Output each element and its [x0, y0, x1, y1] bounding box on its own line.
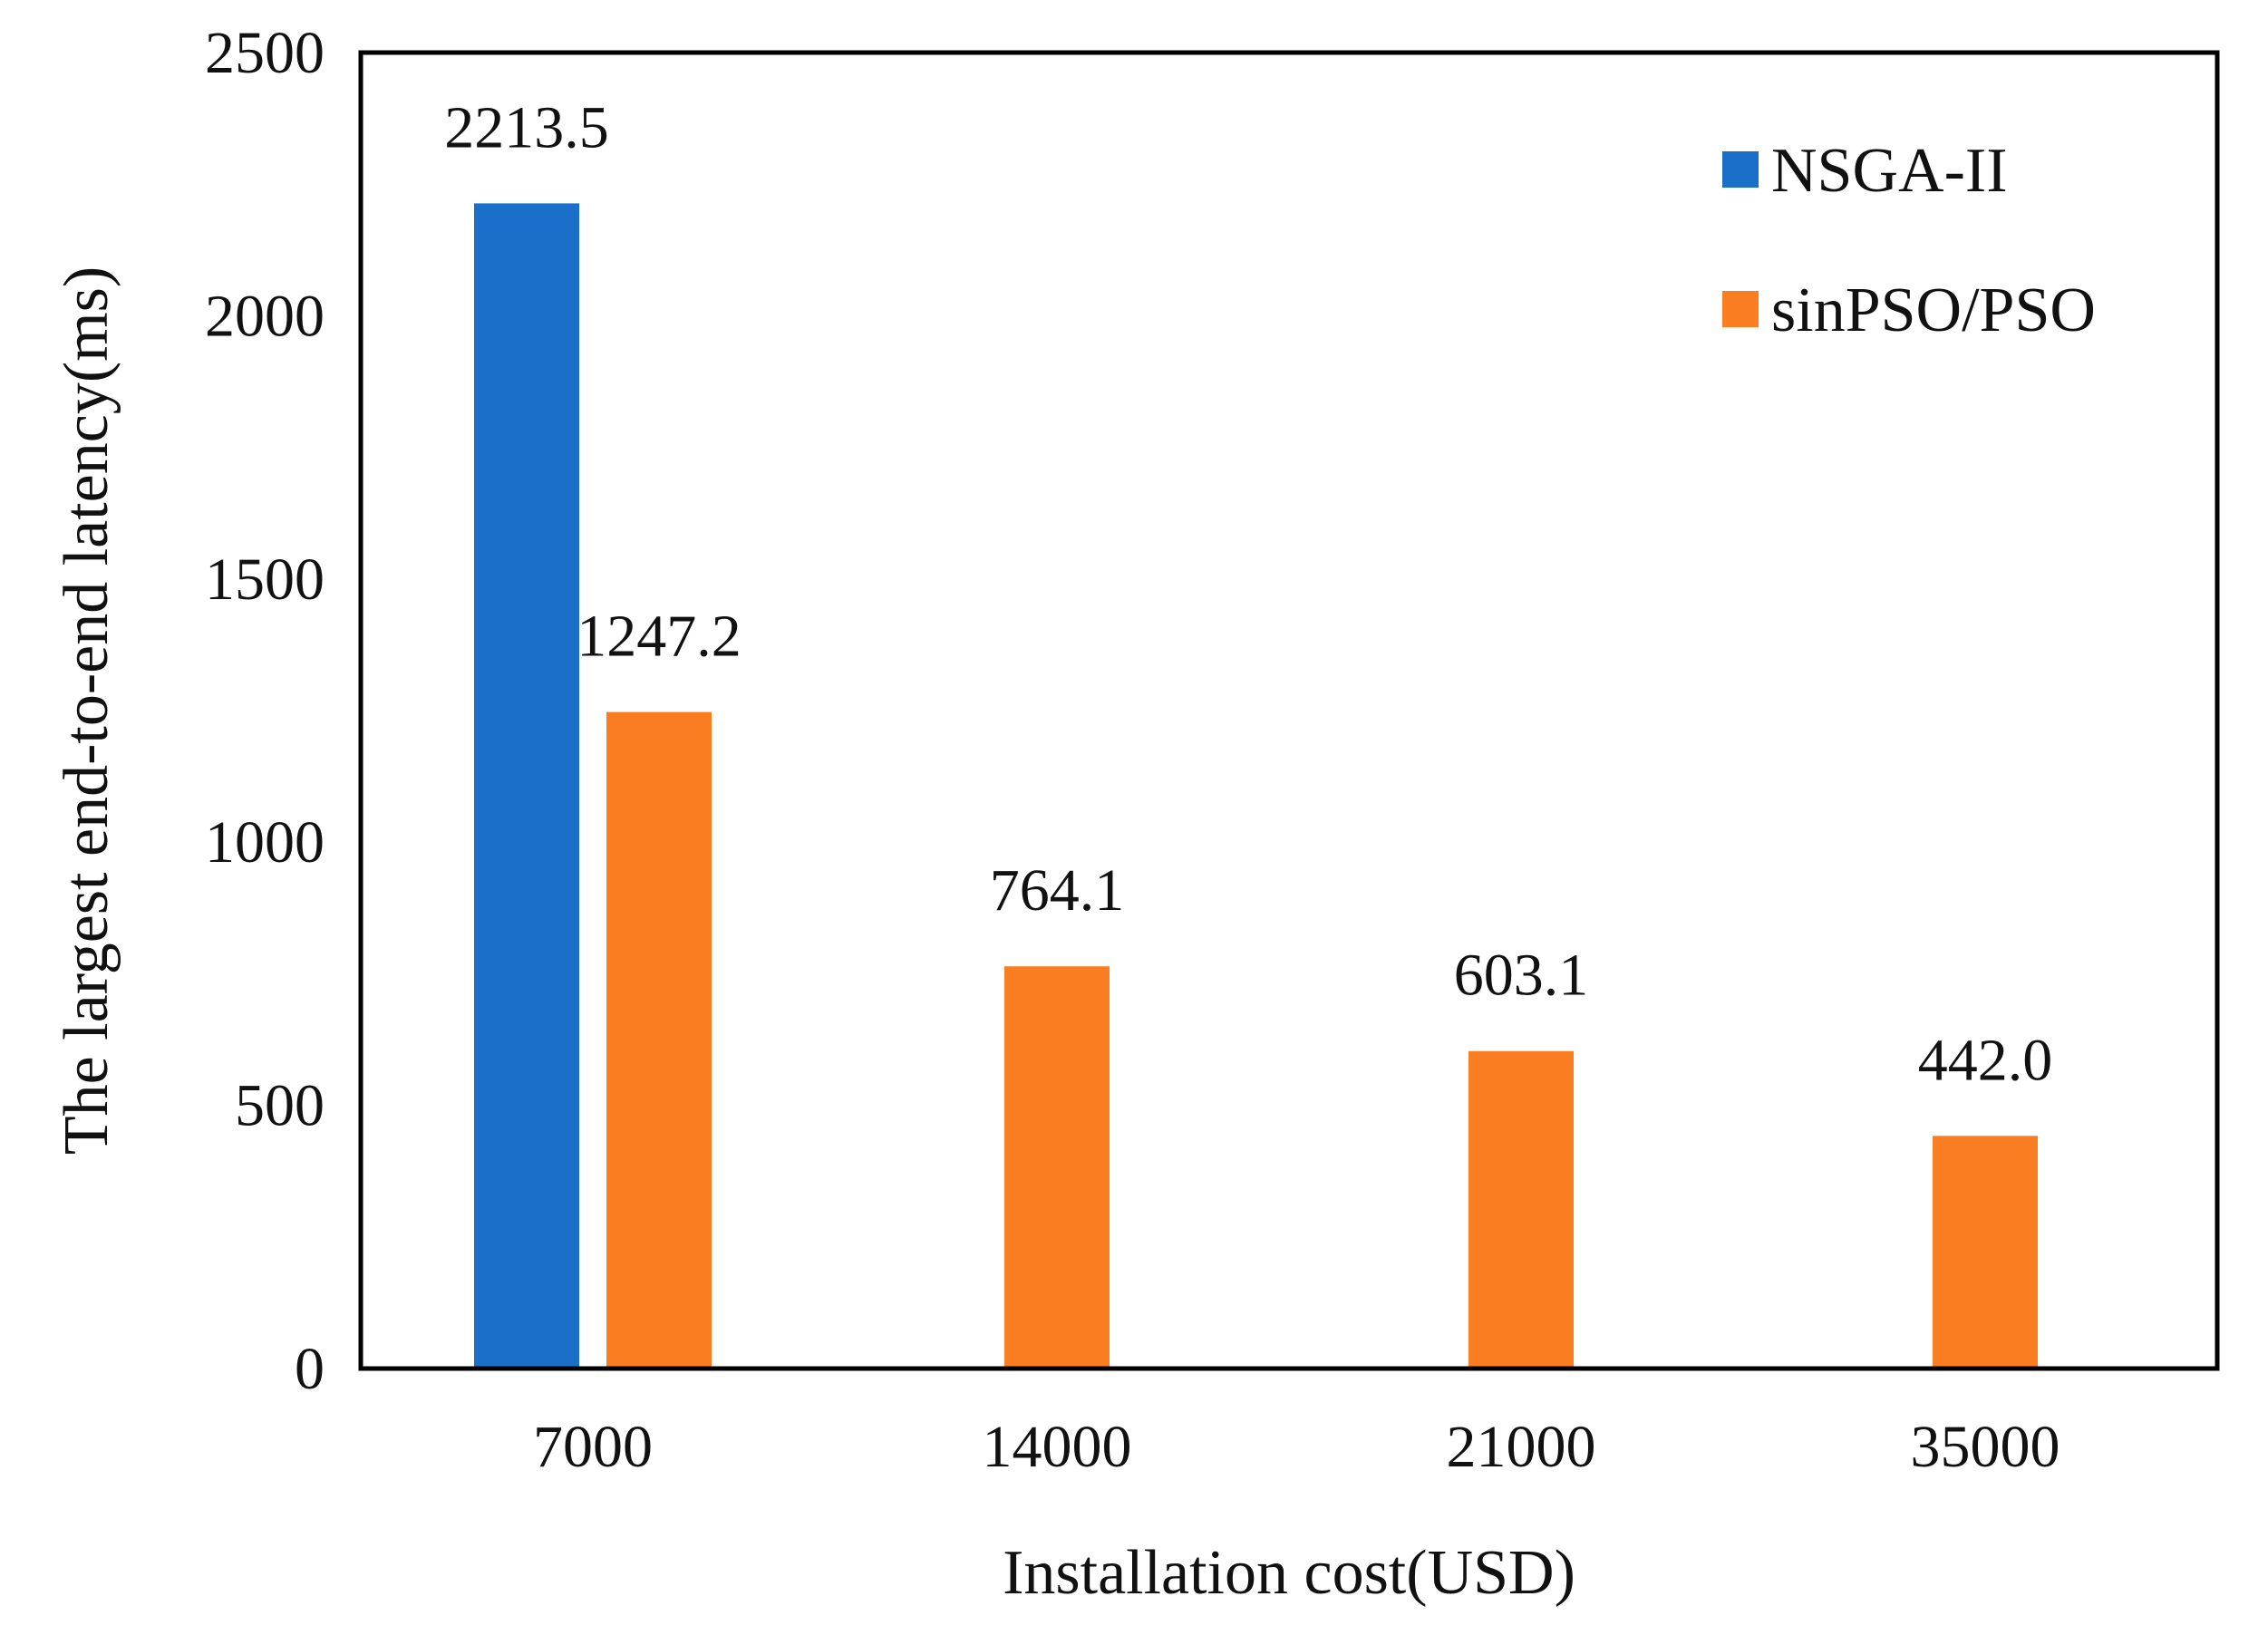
data-label: 603.1	[1454, 943, 1589, 1009]
data-labels: 2213.5 1247.2 764.1 603.1 442.0	[444, 94, 2052, 1093]
data-label: 764.1	[990, 857, 1125, 924]
legend-swatch-sinpso-pso	[1722, 291, 1759, 327]
y-tick-label: 2000	[205, 283, 325, 349]
data-label: 1247.2	[577, 604, 741, 670]
data-label: 442.0	[1918, 1027, 2053, 1093]
bar-sinpso-pso-35000	[1933, 1136, 2038, 1369]
legend-label-nsga-ii: NSGA-II	[1771, 136, 2008, 206]
plot-frame	[358, 50, 2220, 1371]
data-label: 2213.5	[444, 94, 609, 160]
y-tick-label: 2500	[205, 20, 325, 86]
y-tick-label: 500	[235, 1073, 325, 1139]
legend: NSGA-II sinPSO/PSO	[1722, 136, 2096, 345]
bar-sinpso-pso-14000	[1004, 966, 1110, 1369]
x-tick-label: 35000	[1911, 1414, 2060, 1480]
bar-nsga-ii-7000	[474, 203, 579, 1369]
y-axis-title: The largest end-to-end latency(ms)	[52, 266, 121, 1155]
y-tick-label: 0	[295, 1336, 325, 1402]
x-tick-label: 21000	[1447, 1414, 1596, 1480]
bar-sinpso-pso-7000	[606, 711, 712, 1369]
x-axis-title: Installation cost(USD)	[1003, 1538, 1575, 1608]
legend-swatch-nsga-ii	[1722, 151, 1759, 188]
legend-label-sinpso-pso: sinPSO/PSO	[1771, 276, 2096, 345]
x-axis-ticks: 7000 14000 21000 35000	[533, 1414, 2060, 1480]
bar-sinpso-pso-21000	[1468, 1050, 1574, 1369]
bars-layer	[474, 203, 2038, 1369]
y-tick-label: 1500	[205, 547, 325, 613]
x-tick-label: 7000	[533, 1414, 653, 1480]
y-tick-label: 1000	[205, 809, 325, 876]
y-axis-ticks: 0 500 1000 1500 2000 2500	[205, 20, 325, 1402]
x-tick-label: 14000	[983, 1414, 1132, 1480]
